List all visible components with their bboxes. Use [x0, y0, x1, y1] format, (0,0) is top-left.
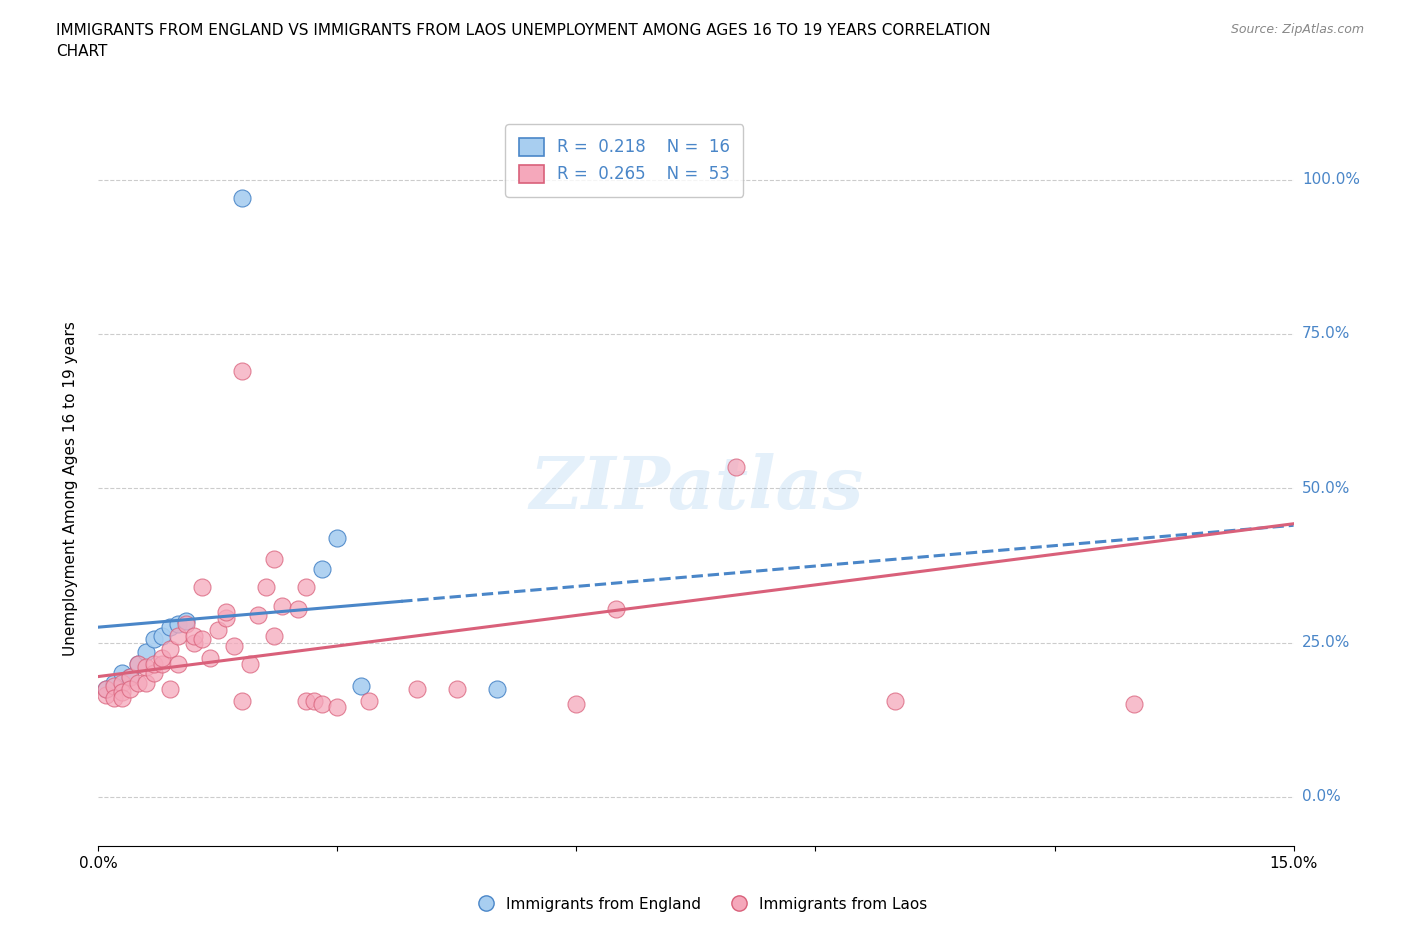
Point — [159, 682, 181, 697]
Text: IMMIGRANTS FROM ENGLAND VS IMMIGRANTS FROM LAOS UNEMPLOYMENT AMONG AGES 16 TO 19: IMMIGRANTS FROM ENGLAND VS IMMIGRANTS FR… — [56, 23, 991, 60]
Point — [207, 623, 229, 638]
Point — [103, 691, 125, 706]
Point — [174, 614, 197, 629]
Point — [311, 561, 333, 576]
Point — [111, 675, 134, 690]
Point — [191, 632, 214, 647]
Text: 50.0%: 50.0% — [1302, 481, 1350, 496]
Legend: R =  0.218    N =  16, R =  0.265    N =  53: R = 0.218 N = 16, R = 0.265 N = 53 — [505, 125, 744, 196]
Point — [215, 610, 238, 625]
Point — [231, 191, 253, 206]
Point — [143, 657, 166, 671]
Point — [294, 579, 316, 594]
Point — [485, 682, 508, 697]
Point — [167, 657, 190, 671]
Point — [446, 682, 468, 697]
Point — [191, 579, 214, 594]
Point — [120, 669, 142, 684]
Point — [254, 579, 277, 594]
Text: 100.0%: 100.0% — [1302, 172, 1360, 187]
Point — [231, 694, 253, 709]
Point — [174, 617, 197, 631]
Point — [103, 675, 125, 690]
Point — [159, 619, 181, 634]
Point — [215, 604, 238, 619]
Point — [183, 635, 205, 650]
Point — [135, 644, 157, 659]
Point — [1123, 697, 1146, 711]
Point — [150, 651, 173, 666]
Point — [143, 666, 166, 681]
Point — [884, 694, 907, 709]
Point — [287, 601, 309, 616]
Point — [167, 629, 190, 644]
Point — [96, 682, 118, 697]
Point — [326, 700, 349, 715]
Text: ZIPatlas: ZIPatlas — [529, 453, 863, 524]
Point — [294, 694, 316, 709]
Point — [350, 678, 373, 693]
Text: 25.0%: 25.0% — [1302, 635, 1350, 650]
Point — [222, 638, 245, 653]
Point — [111, 666, 134, 681]
Point — [135, 675, 157, 690]
Text: Source: ZipAtlas.com: Source: ZipAtlas.com — [1230, 23, 1364, 36]
Point — [159, 642, 181, 657]
Point — [143, 632, 166, 647]
Point — [111, 691, 134, 706]
Point — [246, 607, 269, 622]
Point — [198, 651, 221, 666]
Point — [565, 697, 588, 711]
Point — [150, 657, 173, 671]
Legend: Immigrants from England, Immigrants from Laos: Immigrants from England, Immigrants from… — [472, 891, 934, 918]
Point — [111, 684, 134, 699]
Point — [96, 682, 118, 697]
Point — [167, 617, 190, 631]
Point — [263, 629, 285, 644]
Point — [406, 682, 429, 697]
Point — [127, 657, 149, 671]
Point — [135, 660, 157, 675]
Point — [231, 364, 253, 379]
Y-axis label: Unemployment Among Ages 16 to 19 years: Unemployment Among Ages 16 to 19 years — [63, 321, 77, 656]
Point — [302, 694, 325, 709]
Point — [359, 694, 381, 709]
Point — [120, 669, 142, 684]
Point — [724, 459, 747, 474]
Point — [605, 601, 627, 616]
Point — [239, 657, 262, 671]
Point — [120, 682, 142, 697]
Point — [183, 629, 205, 644]
Point — [311, 697, 333, 711]
Point — [150, 629, 173, 644]
Text: 75.0%: 75.0% — [1302, 326, 1350, 341]
Point — [96, 687, 118, 702]
Point — [103, 678, 125, 693]
Point — [127, 675, 149, 690]
Point — [270, 598, 292, 613]
Point — [326, 530, 349, 545]
Point — [127, 657, 149, 671]
Text: 0.0%: 0.0% — [1302, 790, 1340, 804]
Point — [263, 551, 285, 566]
